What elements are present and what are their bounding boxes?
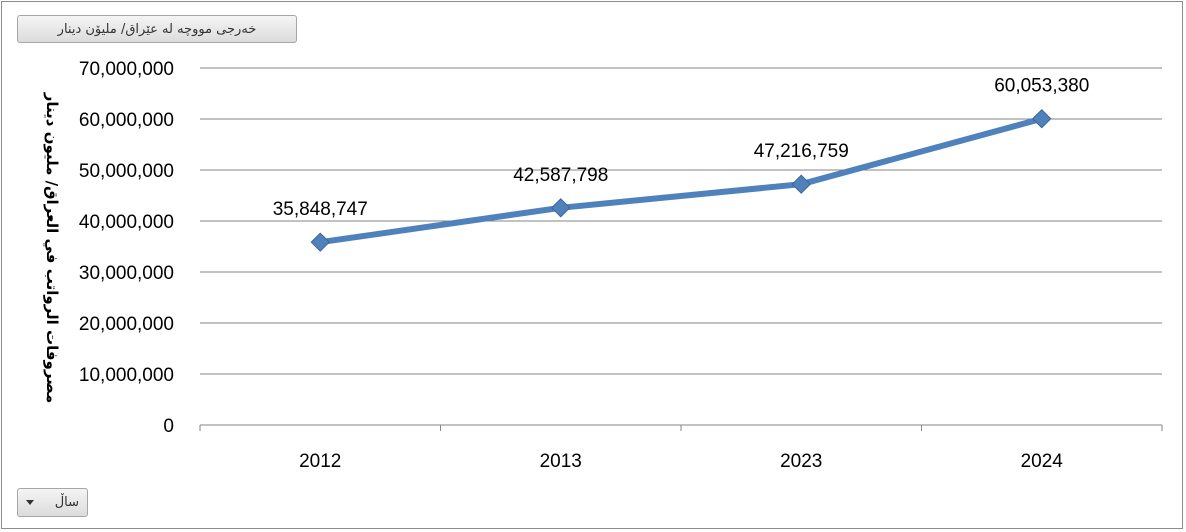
gridlines bbox=[200, 67, 1162, 375]
y-axis-label: مصروفات الرواتب في العراق/ مليون دينار bbox=[43, 92, 61, 404]
data-label: 47,216,759 bbox=[754, 141, 849, 162]
y-tick-label: 30,000,000 bbox=[79, 263, 174, 284]
data-label: 42,587,798 bbox=[513, 165, 608, 186]
y-tick-label: 60,000,000 bbox=[79, 110, 174, 131]
y-axis-tick-labels: 0 10,000,000 20,000,000 30,000,000 40,000,00… bbox=[79, 59, 174, 437]
y-tick-label: 50,000,000 bbox=[79, 161, 174, 182]
y-tick-label: 70,000,000 bbox=[79, 59, 174, 80]
data-labels: 35,848,747 42,587,798 47,216,759 60,053,380 bbox=[273, 76, 1090, 220]
data-label: 60,053,380 bbox=[994, 76, 1089, 97]
data-point-marker bbox=[1032, 109, 1052, 129]
x-tick-label: 2013 bbox=[540, 451, 582, 472]
series-field-button[interactable]: خەرجی مووچە لە عێراق/ ملیۆن دینار bbox=[17, 15, 297, 43]
chevron-down-icon bbox=[26, 500, 34, 505]
data-point-marker bbox=[551, 198, 571, 218]
series-line-group bbox=[310, 109, 1052, 252]
series-line bbox=[317, 115, 1045, 246]
y-tick-label: 40,000,000 bbox=[79, 212, 174, 233]
x-tick-label: 2024 bbox=[1021, 451, 1064, 472]
y-tick-label: 0 bbox=[163, 416, 174, 437]
x-tick-label: 2023 bbox=[780, 451, 822, 472]
data-point-marker bbox=[310, 232, 330, 252]
data-point-marker bbox=[791, 174, 811, 194]
data-label: 35,848,747 bbox=[273, 199, 368, 220]
x-axis: 2012 2013 2023 2024 bbox=[199, 424, 1163, 472]
axis-field-dropdown[interactable]: ساڵ bbox=[17, 488, 88, 517]
y-tick-label: 10,000,000 bbox=[79, 365, 174, 386]
axis-field-label: ساڵ bbox=[54, 495, 79, 510]
x-tick-label: 2012 bbox=[299, 451, 341, 472]
y-tick-label: 20,000,000 bbox=[79, 314, 174, 335]
series-field-label: خەرجی مووچە لە عێراق/ ملیۆن دینار bbox=[57, 21, 257, 37]
